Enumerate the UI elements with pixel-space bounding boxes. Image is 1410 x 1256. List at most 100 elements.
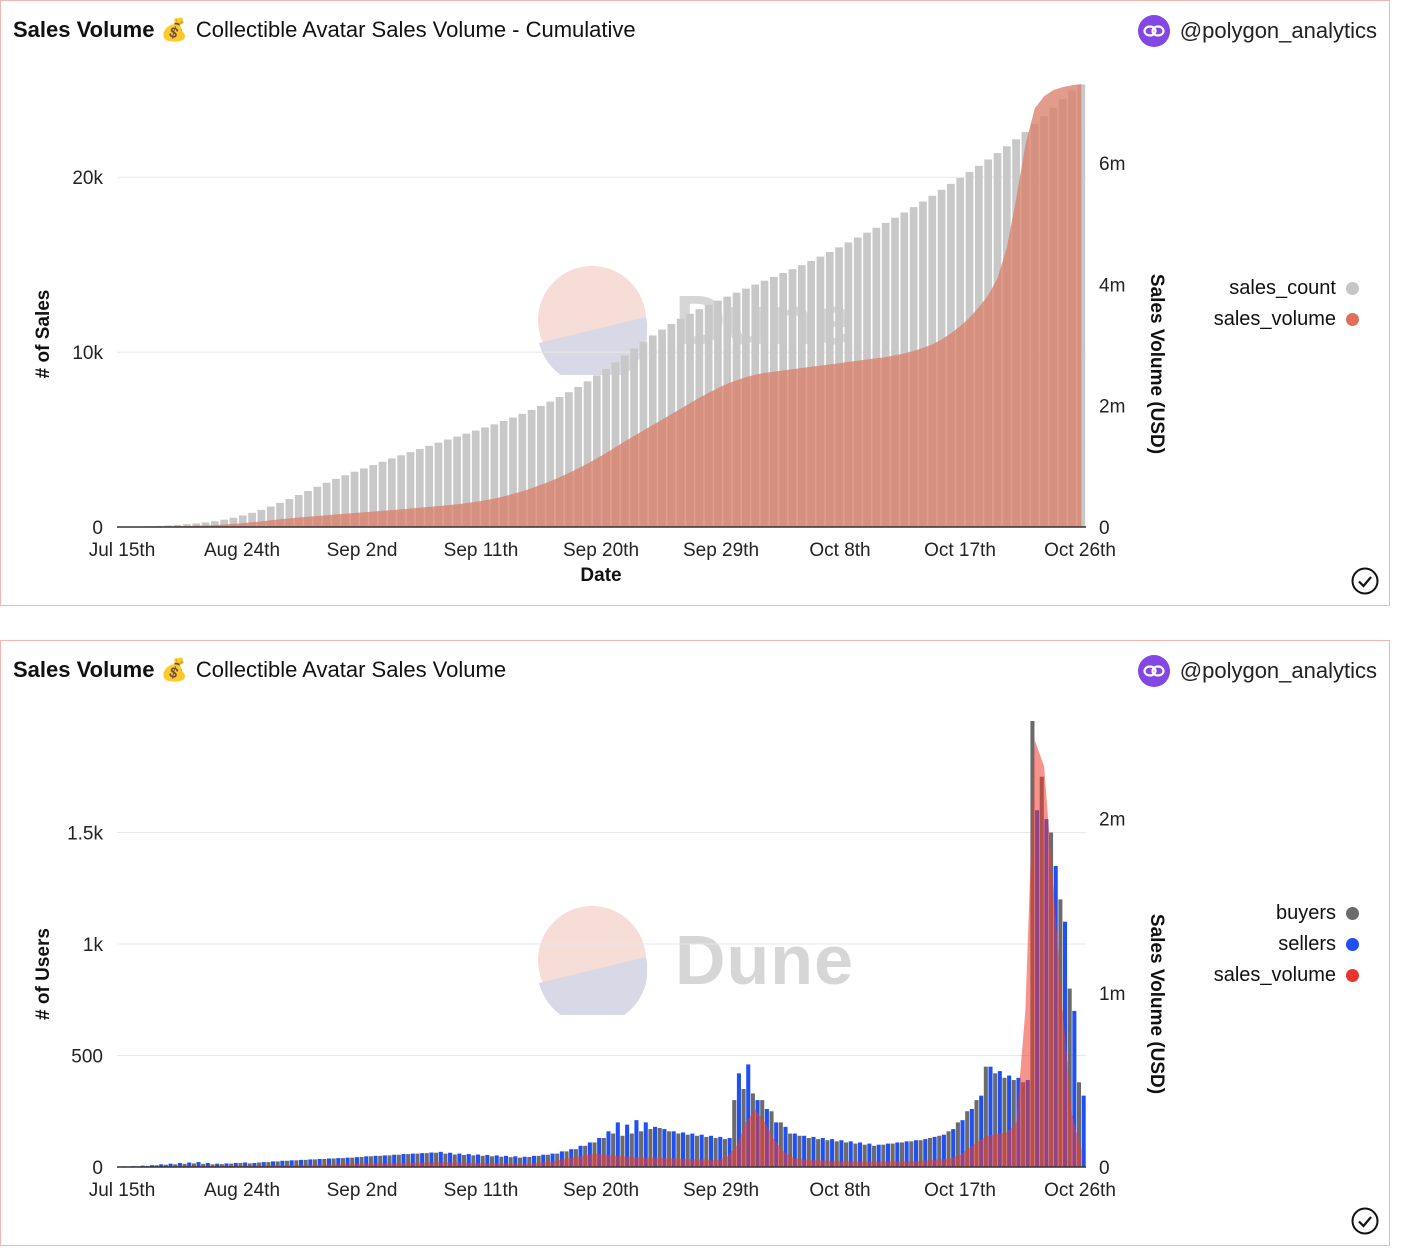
y2-tick-label: 1m — [1099, 984, 1125, 1005]
buyers-bar — [639, 1131, 644, 1167]
sales_count-bar — [210, 521, 219, 527]
buyers-bar — [154, 1165, 159, 1167]
legend-label: buyers — [1275, 902, 1336, 924]
sales_count-bar — [248, 512, 256, 527]
credit[interactable]: @polygon_analytics — [1137, 655, 1377, 687]
sales_count-bar — [238, 515, 247, 527]
buyers-bar — [471, 1155, 476, 1167]
buyers-bar — [275, 1161, 280, 1167]
x-tick-label: Sep 11th — [444, 540, 519, 561]
sales_count-bar — [313, 486, 322, 527]
buyers-bar — [527, 1156, 532, 1167]
money-bag-icon: 💰 — [160, 17, 188, 42]
sellers-bar — [960, 1120, 965, 1167]
legend-item-sales-volume[interactable]: sales_volume — [1214, 960, 1359, 991]
check-circle-icon[interactable] — [1351, 1207, 1379, 1235]
buyers-bar — [219, 1164, 224, 1167]
sales_count-bar — [322, 482, 331, 527]
buyers-bar — [620, 1135, 625, 1167]
panel-title: Sales Volume 💰 Collectible Avatar Sales Vo… — [13, 657, 506, 683]
sellers-bar — [625, 1124, 630, 1167]
legend-swatch — [1346, 282, 1359, 295]
sales_count-bar — [546, 401, 555, 527]
buyers-bar — [704, 1136, 709, 1167]
legend-item-sales-count[interactable]: sales_count — [1214, 273, 1359, 304]
buyers-bar — [685, 1134, 690, 1167]
sellers-bar — [1007, 1075, 1012, 1167]
sales_count-bar — [415, 448, 424, 527]
sellers-bar — [205, 1162, 210, 1167]
x-tick-label: Jul 15th — [89, 540, 156, 561]
sellers-bar — [718, 1136, 723, 1167]
sellers-bar — [708, 1135, 714, 1167]
sales_count-bar — [360, 468, 368, 527]
sellers-bar — [177, 1162, 182, 1167]
sellers-bar — [187, 1162, 192, 1167]
buyers-bar — [545, 1154, 550, 1167]
buyers-bar — [229, 1163, 234, 1167]
sellers-bar — [979, 1095, 984, 1167]
legend-item-buyers[interactable]: buyers — [1214, 898, 1359, 929]
buyers-bar — [406, 1154, 411, 1167]
sellers-bar — [913, 1140, 918, 1167]
sales_count-bar — [434, 442, 443, 527]
sales_count-bar — [565, 392, 573, 527]
sellers-bar — [615, 1122, 620, 1167]
sellers-bar — [997, 1071, 1002, 1167]
x-tick-label: Oct 26th — [1044, 1180, 1116, 1201]
x-tick-label: Sep 20th — [563, 1180, 639, 1201]
sales_count-bar — [509, 417, 517, 527]
sellers-bar — [643, 1122, 648, 1167]
sellers-bar — [746, 1064, 751, 1167]
legend-label: sales_volume — [1213, 964, 1336, 986]
sellers-bar — [149, 1165, 154, 1167]
sellers-bar — [485, 1154, 490, 1167]
watermark-text: Dune — [675, 921, 854, 999]
y-tick-label: 10k — [72, 343, 103, 364]
legend-item-sellers[interactable]: sellers — [1214, 929, 1359, 960]
sellers-bar — [988, 1066, 993, 1167]
sellers-bar — [653, 1126, 658, 1167]
sales_count-bar — [192, 523, 201, 527]
buyers-bar — [266, 1162, 271, 1167]
y-tick-label: 0 — [92, 518, 103, 539]
sellers-bar — [392, 1154, 397, 1167]
y2-tick-label: 2m — [1099, 397, 1125, 418]
sellers-bar — [671, 1131, 676, 1167]
buyers-bar — [713, 1138, 718, 1167]
sellers-bar — [951, 1129, 956, 1167]
credit[interactable]: @polygon_analytics — [1137, 15, 1377, 47]
buyers-bar — [872, 1145, 877, 1167]
buyers-bar — [443, 1153, 448, 1167]
sellers-bar — [494, 1155, 499, 1167]
sales_count-bar — [341, 475, 350, 527]
legend-item-sales-volume[interactable]: sales_volume — [1214, 304, 1359, 335]
sellers-bar — [308, 1159, 313, 1167]
check-circle-icon[interactable] — [1351, 567, 1379, 595]
buyers-bar — [452, 1154, 457, 1167]
buyers-bar — [965, 1111, 970, 1167]
sellers-bar — [634, 1120, 639, 1167]
sellers-bar — [802, 1135, 807, 1167]
sellers-bar — [466, 1154, 471, 1167]
sellers-bar — [811, 1136, 816, 1167]
buyers-bar — [517, 1157, 523, 1167]
daily-chart-panel: Sales Volume 💰 Collectible Avatar Sales Vo… — [0, 640, 1390, 1246]
buyers-bar — [918, 1140, 923, 1167]
buyers-bar — [462, 1154, 467, 1167]
sellers-bar — [429, 1152, 434, 1167]
legend-swatch — [1346, 938, 1359, 951]
buyers-bar — [788, 1133, 793, 1167]
buyers-bar — [303, 1159, 308, 1167]
sellers-bar — [969, 1109, 974, 1167]
sellers-bar — [597, 1138, 602, 1167]
sellers-bar — [280, 1160, 285, 1167]
y-axis-label: # of Sales — [33, 290, 54, 379]
buyers-bar — [853, 1143, 858, 1167]
sellers-bar — [373, 1155, 378, 1167]
buyers-bar — [247, 1163, 252, 1167]
buyers-bar — [499, 1156, 504, 1167]
y2-tick-label: 6m — [1099, 154, 1125, 175]
buyers-bar — [816, 1139, 821, 1167]
sales_count-bar — [388, 458, 396, 527]
